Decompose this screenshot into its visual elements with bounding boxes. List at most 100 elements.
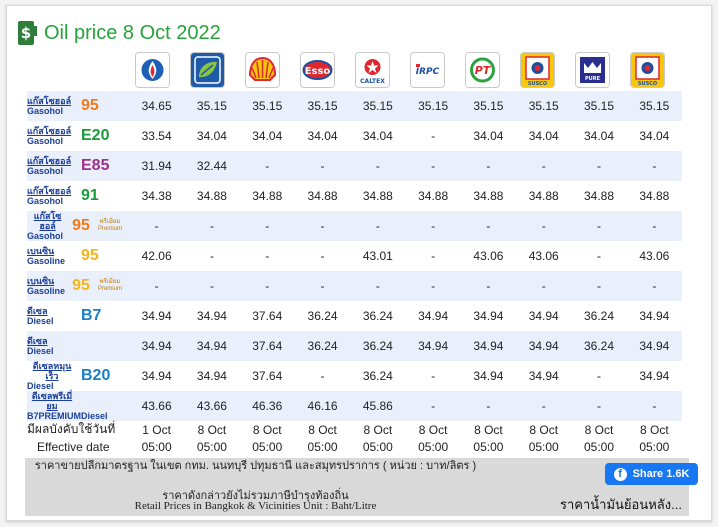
price-row: แก๊สโซฮอล์ Gasohol E20 33.54 34.04 34.04 34.04… (27, 121, 682, 151)
ptt-logo-icon (135, 52, 170, 88)
fuel-name-en: B7PREMIUMDiesel (27, 411, 108, 421)
price-cell: 34.94 (516, 331, 572, 361)
svg-text:Esso: Esso (305, 66, 331, 77)
price-cell: 35.15 (294, 91, 351, 121)
fuel-name-en: Gasohol (27, 166, 64, 176)
price-cell: 43.01 (362, 249, 393, 263)
effective-time-cell: 05:00 (418, 439, 449, 454)
price-cell: - (516, 151, 572, 181)
fuel-grade: E20 (81, 127, 110, 144)
fuel-name-en: Gasohol (27, 136, 64, 146)
price-row: ดีเซลพรีเมี่ยม B7PREMIUMDiesel 43.66 43.66 4… (27, 391, 682, 421)
price-cell: - (597, 369, 602, 383)
effective-date-cell: 8 Oct (252, 422, 282, 437)
price-cell: 43.66 (184, 391, 240, 421)
fuel-grade-suffix: พรีเมี่ยม Premium (97, 219, 122, 232)
price-cell: - (516, 271, 572, 301)
fuel-name-th: ดีเซลหมุนเร็ว (32, 361, 72, 381)
price-cell: 34.88 (307, 189, 338, 203)
price-cell: 34.94 (639, 309, 670, 323)
price-cell: 34.94 (473, 369, 504, 383)
price-cell: 36.24 (362, 369, 393, 383)
fuel-name-en: Gasohol (27, 196, 64, 206)
price-cell: - (571, 151, 627, 181)
esso-logo-icon: Esso (300, 52, 335, 88)
price-cell: 34.94 (129, 331, 185, 361)
svg-text:CALTEX: CALTEX (360, 78, 385, 85)
fuel-name-th: แก๊สโซฮอล์ (27, 156, 72, 166)
price-cell: - (460, 151, 517, 181)
fuel-name-en: Gasoline (27, 286, 66, 296)
price-cell: 34.88 (584, 189, 615, 203)
pt-logo-icon: PT (465, 52, 500, 88)
svg-text:SUSCO: SUSCO (638, 81, 657, 87)
susco-logo-icon: SUSCO (520, 52, 555, 88)
svg-text:$: $ (21, 24, 31, 42)
oil-price-widget: $ Oil price 8 Oct 2022 Esso CALTEX IRPC … (6, 5, 712, 521)
price-cell: - (626, 211, 682, 241)
price-cell: - (265, 249, 270, 263)
price-cell: 34.94 (626, 331, 682, 361)
price-note-panel: ราคาขายปลีกมาตรฐาน ในเขต กทม. นนทบุรี ปท… (25, 458, 698, 516)
price-cell: - (350, 151, 406, 181)
price-cell: - (294, 271, 351, 301)
price-cell: 34.88 (528, 189, 559, 203)
effective-time-cell: 05:00 (528, 439, 559, 454)
price-cell: 34.94 (196, 369, 227, 383)
price-cell: 43.66 (129, 391, 185, 421)
fuel-name-en: Diesel (27, 381, 54, 391)
fuel-label: แก๊สโซฮอล์ Gasohol 91 (27, 181, 129, 211)
price-cell: 34.04 (252, 129, 283, 143)
price-cell: 34.65 (129, 91, 185, 121)
fuel-grade: B20 (81, 367, 111, 384)
fuel-name-en: Diesel (27, 316, 54, 326)
price-cell: 34.04 (473, 129, 504, 143)
effective-time-cell: 05:00 (473, 439, 504, 454)
price-cell: - (294, 211, 351, 241)
price-row: เบนซิน Gasoline 95 42.06 - - - 43.01 - 43.06 43.06… (27, 241, 682, 271)
price-cell: 34.88 (362, 189, 393, 203)
price-cell: 34.94 (141, 309, 172, 323)
widget-title: $ Oil price 8 Oct 2022 (17, 18, 221, 48)
price-row: แก๊สโซฮอล์ Gasohol 95 พรีเมี่ยม Premium - - - -… (27, 211, 682, 241)
effective-label-en: Effective date (37, 439, 110, 454)
dollar-fuel-icon: $ (18, 21, 37, 45)
price-cell: 34.94 (473, 309, 504, 323)
note-thai-line2: ราคาดังกล่าวยังไม่รวมภาษีบำรุงท้องถิ่น (162, 490, 349, 502)
price-cell: - (239, 151, 295, 181)
price-cell: - (571, 211, 627, 241)
fuel-name-th: เบนซิน (27, 276, 55, 286)
price-row: แก๊สโซฮอล์ Gasohol 95 34.65 35.15 35.15 35.15 3… (27, 91, 682, 121)
facebook-share-button[interactable]: f Share 1.6K (605, 463, 698, 485)
facebook-icon: f (613, 467, 627, 481)
price-cell: - (571, 391, 627, 421)
price-cell: 34.04 (584, 129, 615, 143)
price-cell: - (626, 151, 682, 181)
price-cell: - (320, 249, 325, 263)
price-cell: - (516, 391, 572, 421)
price-cell: 34.04 (196, 129, 227, 143)
history-link[interactable]: ราคาน้ำมันย้อนหลัง... (560, 497, 682, 512)
price-cell: 34.04 (528, 129, 559, 143)
fuel-label: แก๊สโซฮอล์ Gasohol 95 พรีเมี่ยม Premium (27, 211, 129, 241)
fuel-grade: 95 (81, 97, 99, 114)
price-cell: 43.06 (639, 249, 670, 263)
price-cell: - (516, 211, 572, 241)
effective-time-cell: 05:00 (639, 439, 670, 454)
effective-time-cell: 05:00 (307, 439, 338, 454)
effective-date-cell: 8 Oct (529, 422, 559, 437)
shell-logo-icon (245, 52, 280, 88)
price-cell: - (405, 271, 461, 301)
price-cell: 37.64 (239, 331, 295, 361)
effective-time-cell: 05:00 (584, 439, 615, 454)
price-cell: - (597, 249, 602, 263)
price-cell: 34.88 (196, 189, 227, 203)
price-cell: 37.64 (252, 309, 283, 323)
price-cell: 36.24 (571, 331, 627, 361)
price-cell: 33.54 (141, 129, 172, 143)
fuel-label: แก๊สโซฮอล์ Gasohol E85 (27, 151, 129, 181)
price-cell: 34.94 (184, 331, 240, 361)
fuel-name-th: ดีเซล (27, 306, 48, 316)
effective-label-th: มีผลบังคับใช้วันที่ (27, 422, 116, 436)
price-table: แก๊สโซฮอล์ Gasohol 95 34.65 35.15 35.15 35.15 3… (27, 91, 682, 421)
